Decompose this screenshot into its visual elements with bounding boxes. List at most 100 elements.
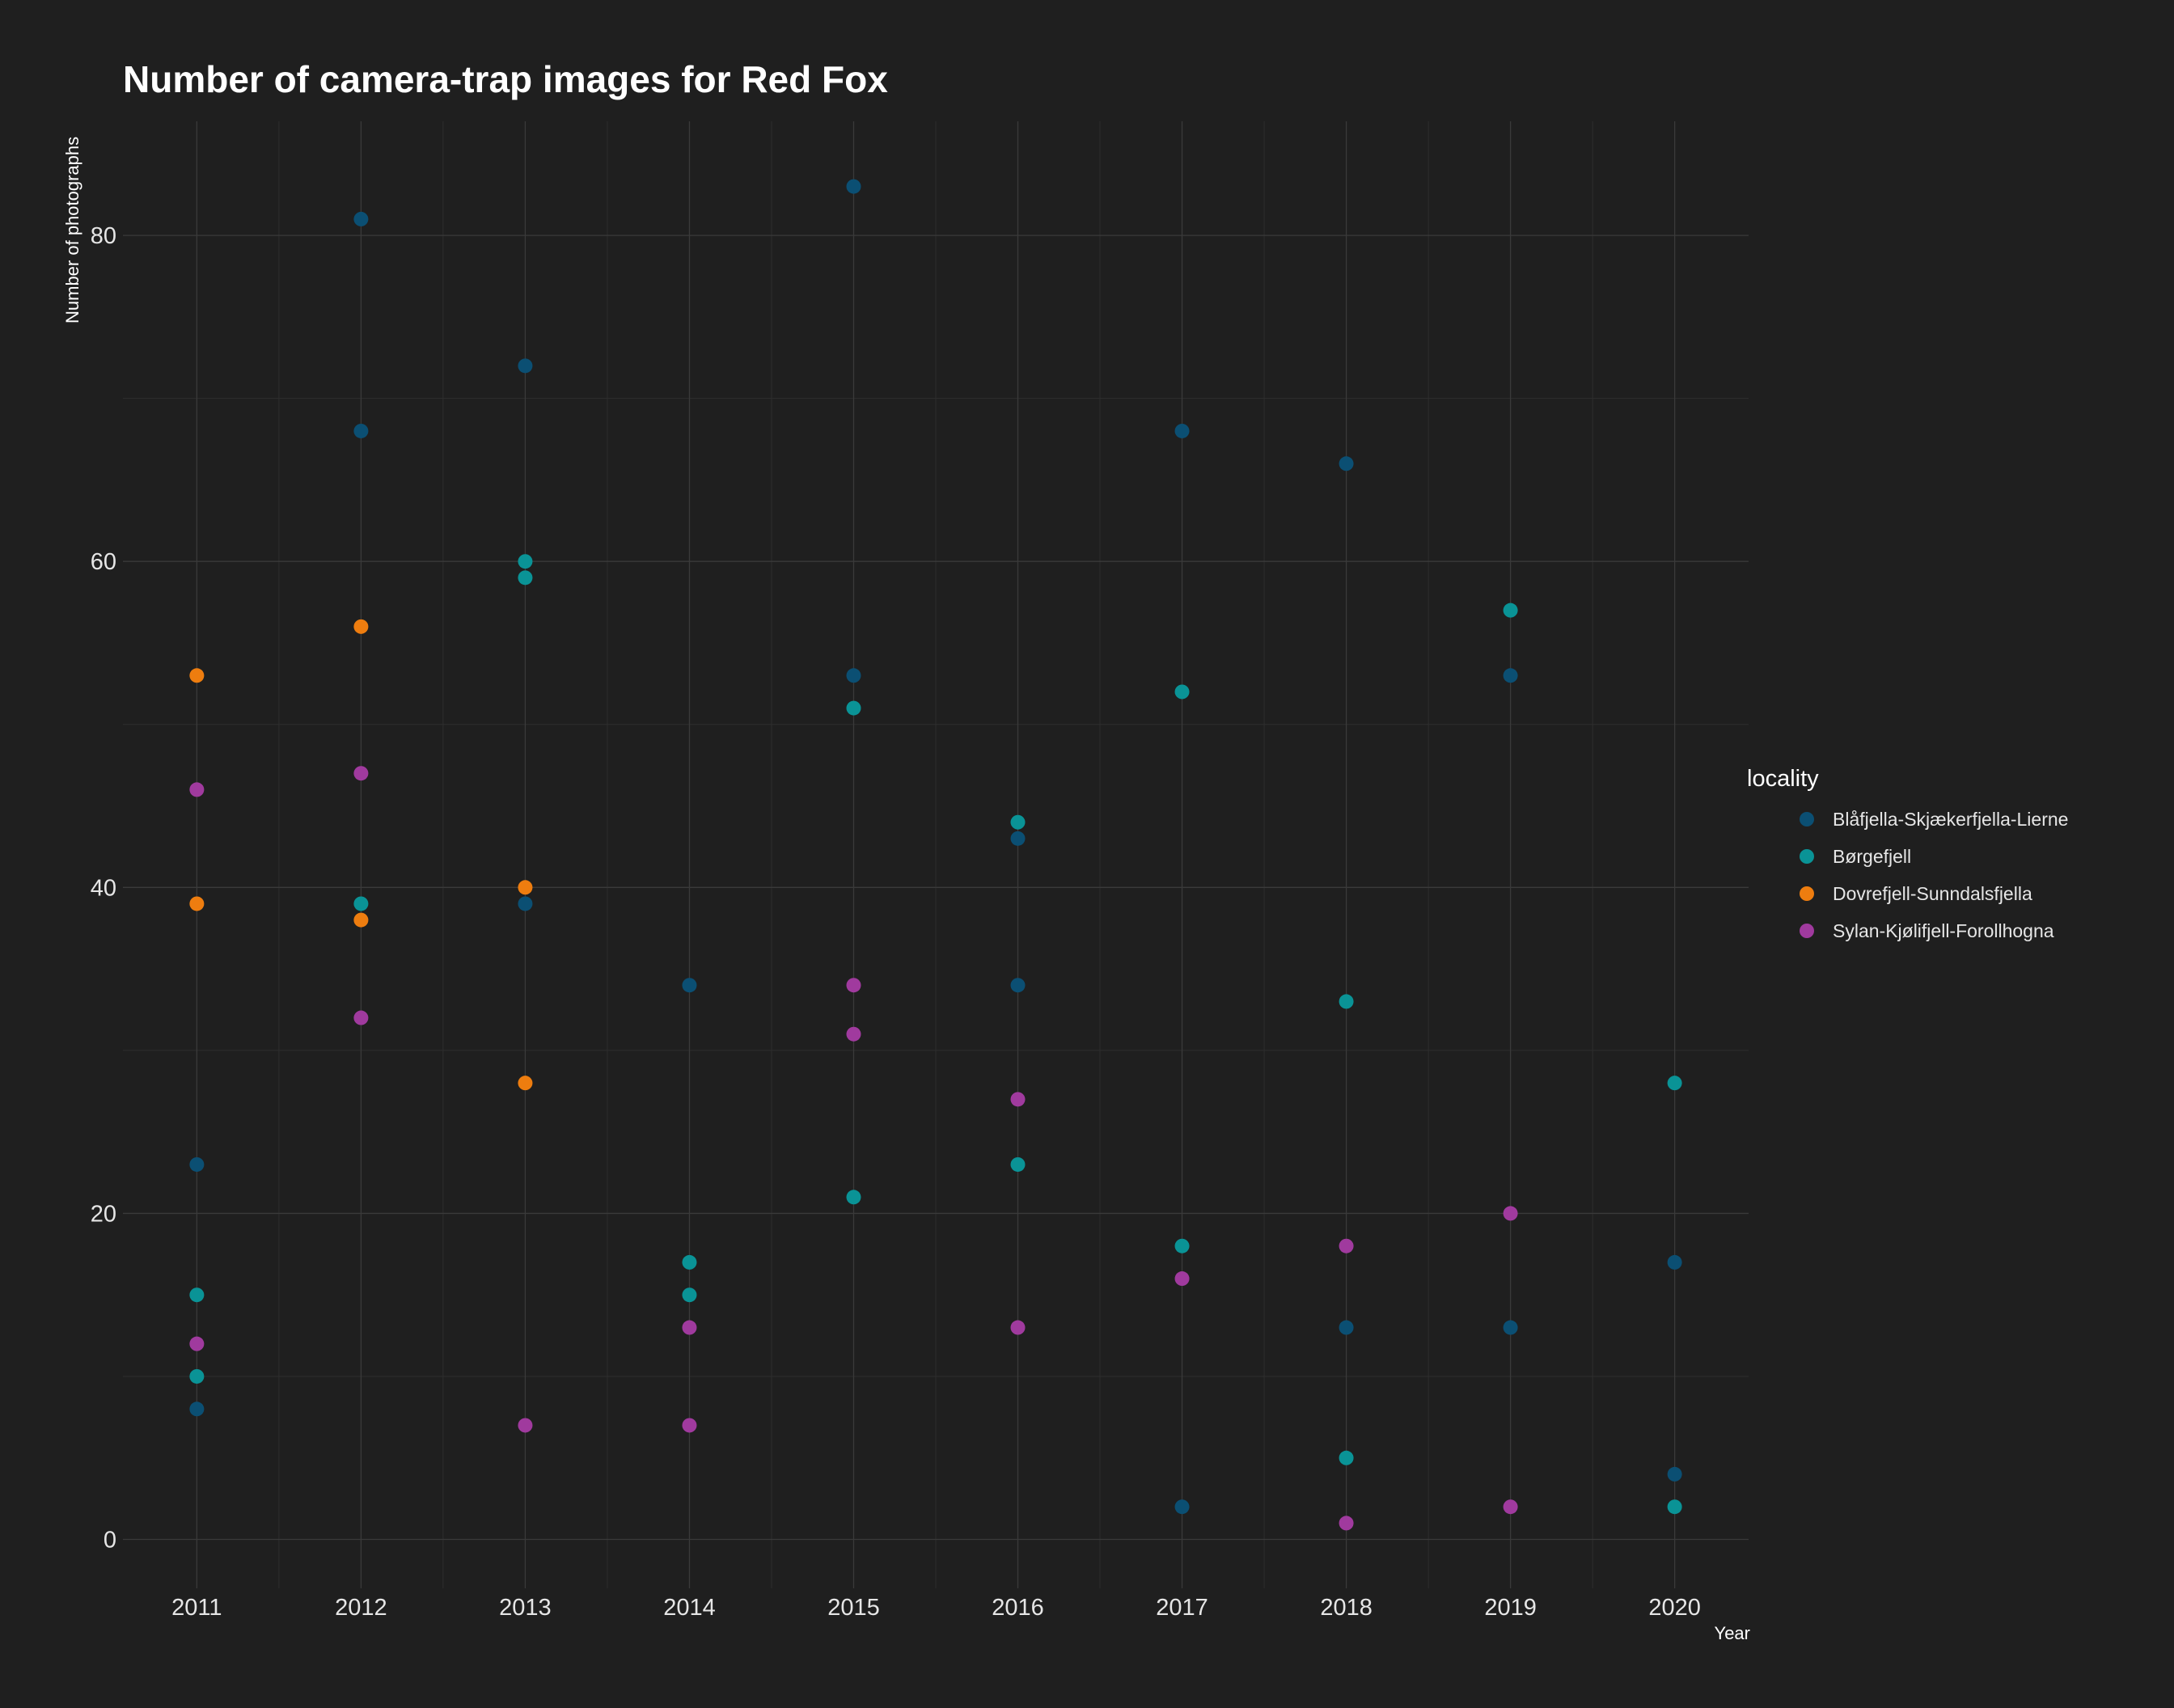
data-point — [518, 1418, 533, 1433]
data-point — [1010, 1320, 1026, 1335]
legend-swatch — [1800, 849, 1814, 864]
data-point — [682, 978, 697, 993]
data-point — [846, 179, 861, 194]
data-point — [682, 1254, 697, 1270]
x-tick-label: 2020 — [1648, 1595, 1701, 1621]
y-tick-label: 40 — [91, 875, 116, 901]
data-point — [1174, 1499, 1190, 1515]
data-point — [189, 896, 205, 911]
data-point — [189, 782, 205, 797]
x-tick-label: 2015 — [827, 1595, 880, 1621]
data-point — [518, 358, 533, 374]
data-point — [1339, 994, 1354, 1009]
data-point — [518, 1076, 533, 1091]
data-point — [846, 700, 861, 716]
x-tick-label: 2019 — [1484, 1595, 1537, 1621]
data-point — [1503, 602, 1518, 618]
data-point — [846, 1190, 861, 1205]
data-point — [1339, 1450, 1354, 1465]
data-point — [1667, 1076, 1682, 1091]
data-point — [846, 978, 861, 993]
data-point — [846, 1026, 861, 1042]
legend-title: locality — [1747, 766, 1819, 792]
data-point — [353, 912, 369, 928]
legend-item: Blåfjella-Skjækerfjella-Lierne — [1800, 809, 2068, 830]
data-point — [353, 766, 369, 781]
data-point — [1174, 1238, 1190, 1254]
data-point — [518, 570, 533, 586]
data-point — [1174, 1271, 1190, 1287]
legend-items: Blåfjella-Skjækerfjella-Lierne Børgefjell… — [1800, 809, 2068, 941]
legend-label: Børgefjell — [1833, 846, 1911, 867]
data-point — [189, 1368, 205, 1384]
legend-label: Dovrefjell-Sunndalsfjella — [1833, 883, 2032, 904]
x-tick-label: 2018 — [1320, 1595, 1372, 1621]
y-tick-label: 80 — [91, 223, 116, 249]
data-point — [1010, 978, 1026, 993]
x-tick-label: 2012 — [335, 1595, 387, 1621]
data-point — [682, 1320, 697, 1335]
data-point — [1010, 1092, 1026, 1107]
x-tick-label: 2014 — [663, 1595, 716, 1621]
series-points — [189, 179, 1682, 1515]
legend-swatch — [1800, 924, 1814, 938]
y-axis-label: Number of photographs — [62, 137, 82, 323]
data-point — [518, 896, 533, 911]
data-point — [1174, 423, 1190, 438]
data-points — [189, 179, 1682, 1531]
data-point — [682, 1287, 697, 1303]
data-point — [189, 1401, 205, 1417]
data-point — [1339, 1320, 1354, 1335]
y-tick-label: 60 — [91, 549, 116, 575]
data-point — [1339, 456, 1354, 471]
data-point — [353, 423, 369, 438]
data-point — [353, 1010, 369, 1025]
legend-swatch — [1800, 886, 1814, 901]
x-axis-label: Year — [1715, 1623, 1750, 1643]
x-tick-label: 2017 — [1156, 1595, 1208, 1621]
x-tick-label: 2016 — [992, 1595, 1044, 1621]
data-point — [1667, 1466, 1682, 1482]
data-point — [1503, 1499, 1518, 1515]
legend: locality Blåfjella-Skjækerfjella-LierneB… — [1747, 766, 2068, 941]
legend-item: Sylan-Kjølifjell-Forollhogna — [1800, 920, 2054, 941]
data-point — [189, 1156, 205, 1172]
series-points — [189, 554, 1682, 1515]
data-point — [1503, 1320, 1518, 1335]
data-point — [518, 880, 533, 895]
legend-swatch — [1800, 812, 1814, 827]
data-point — [353, 619, 369, 634]
data-point — [1174, 684, 1190, 700]
x-axis-ticks: 2011 2012 2013 2014 2015 2016 2017 2018 2019 2020 — [171, 1595, 1701, 1621]
y-tick-label: 0 — [104, 1528, 116, 1554]
grid — [123, 121, 1749, 1588]
data-point — [846, 668, 861, 683]
data-point — [1010, 1156, 1026, 1172]
series-points — [189, 619, 533, 1091]
data-point — [1667, 1499, 1682, 1515]
data-point — [1010, 814, 1026, 830]
data-point — [1667, 1254, 1682, 1270]
y-axis-ticks: 0 20 40 60 80 — [91, 223, 116, 1553]
data-point — [353, 896, 369, 911]
legend-item: Børgefjell — [1800, 846, 1911, 867]
data-point — [1503, 1206, 1518, 1221]
legend-item: Dovrefjell-Sunndalsfjella — [1800, 883, 2032, 904]
data-point — [682, 1418, 697, 1433]
y-tick-label: 20 — [91, 1201, 116, 1227]
data-point — [1339, 1516, 1354, 1531]
data-point — [353, 211, 369, 226]
data-point — [1339, 1238, 1354, 1254]
data-point — [1503, 668, 1518, 683]
legend-label: Blåfjella-Skjækerfjella-Lierne — [1833, 809, 2068, 830]
data-point — [189, 1287, 205, 1303]
x-tick-label: 2013 — [499, 1595, 552, 1621]
data-point — [189, 1336, 205, 1351]
data-point — [1010, 831, 1026, 846]
legend-label: Sylan-Kjølifjell-Forollhogna — [1833, 920, 2054, 941]
chart-title: Number of camera-trap images for Red Fox — [123, 58, 888, 100]
x-tick-label: 2011 — [171, 1595, 222, 1621]
data-point — [518, 554, 533, 569]
series-points — [189, 766, 1518, 1531]
